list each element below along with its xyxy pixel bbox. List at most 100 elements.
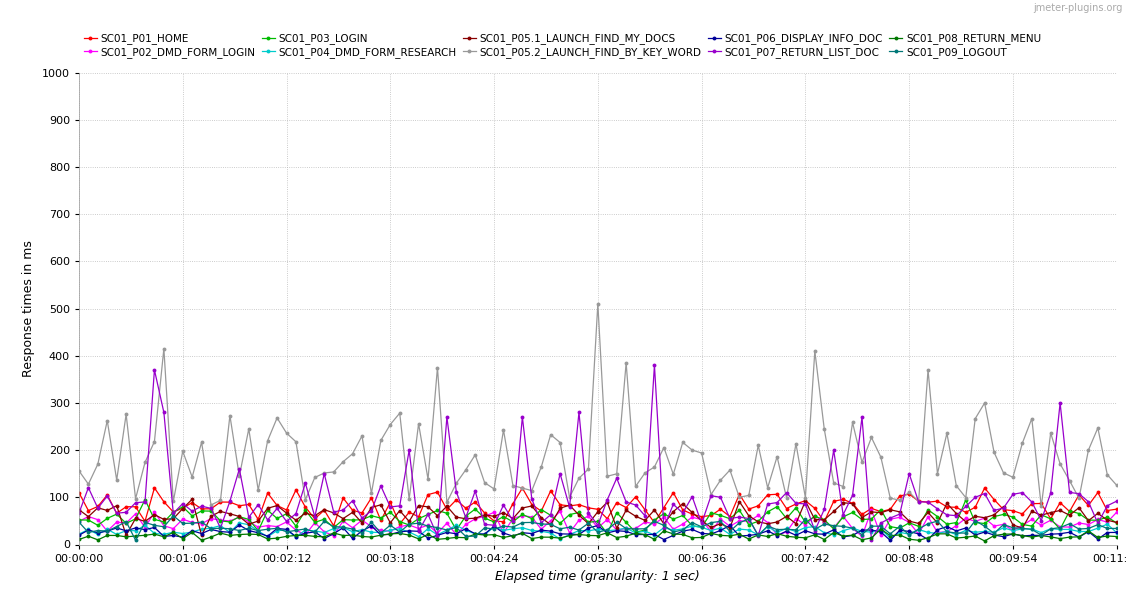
SC01_P03_LOGIN [468,505,482,512]
SC01_P06_DISPLAY_INFO_DOC [468,530,482,537]
SC01_P07_RETURN_LIST_DOC [554,470,567,477]
SC01_P02_DMD_FORM_LOGIN [676,520,689,528]
X-axis label: Elapsed time (granularity: 1 sec): Elapsed time (granularity: 1 sec) [495,571,700,583]
SC01_P06_DISPLAY_INFO_DOC [317,535,331,542]
SC01_P08_RETURN_MENU [676,531,689,538]
Line: SC01_P06_DISPLAY_INFO_DOC: SC01_P06_DISPLAY_INFO_DOC [77,523,1119,543]
SC01_P02_DMD_FORM_LOGIN [308,519,321,526]
SC01_P08_RETURN_MENU [1091,534,1104,541]
SC01_P02_DMD_FORM_LOGIN [459,521,473,528]
SC01_P02_DMD_FORM_LOGIN [336,517,350,525]
SC01_P05.1_LAUNCH_FIND_MY_DOCS [327,509,341,517]
SC01_P09_LOGOUT [72,518,86,526]
SC01_P01_HOME [148,484,161,491]
SC01_P03_LOGIN [600,530,614,537]
Line: SC01_P02_DMD_FORM_LOGIN: SC01_P02_DMD_FORM_LOGIN [77,508,1119,538]
SC01_P07_RETURN_LIST_DOC [336,506,350,514]
SC01_P02_DMD_FORM_LOGIN [554,508,567,515]
SC01_P04_DMD_FORM_RESEARCH [72,531,86,538]
SC01_P05.1_LAUNCH_FIND_MY_DOCS [572,511,585,518]
SC01_P01_HOME [1110,506,1123,513]
SC01_P06_DISPLAY_INFO_DOC [686,526,699,533]
SC01_P04_DMD_FORM_RESEARCH [572,527,585,534]
SC01_P09_LOGOUT [695,523,708,531]
SC01_P03_LOGIN [346,517,360,524]
SC01_P05.1_LAUNCH_FIND_MY_DOCS [695,517,708,524]
SC01_P09_LOGOUT [167,512,180,520]
SC01_P03_LOGIN [72,516,86,523]
SC01_P05.2_LAUNCH_FIND_BY_KEY_WORD [459,466,473,474]
SC01_P01_HOME [317,506,331,514]
SC01_P08_RETURN_MENU [978,537,992,544]
SC01_P04_DMD_FORM_RESEARCH [1110,529,1123,536]
SC01_P04_DMD_FORM_RESEARCH [468,530,482,537]
SC01_P01_HOME [72,489,86,496]
SC01_P03_LOGIN [563,511,576,518]
SC01_P01_HOME [572,501,585,508]
SC01_P01_HOME [327,522,341,529]
Line: SC01_P05.1_LAUNCH_FIND_MY_DOCS: SC01_P05.1_LAUNCH_FIND_MY_DOCS [77,497,1119,537]
Line: SC01_P01_HOME: SC01_P01_HOME [77,486,1119,528]
SC01_P08_RETURN_MENU [1110,533,1123,540]
SC01_P05.2_LAUNCH_FIND_BY_KEY_WORD [336,458,350,465]
SC01_P04_DMD_FORM_RESEARCH [346,528,360,535]
SC01_P08_RETURN_MENU [308,533,321,540]
Line: SC01_P03_LOGIN: SC01_P03_LOGIN [77,498,1119,535]
SC01_P06_DISPLAY_INFO_DOC [1091,535,1104,543]
SC01_P05.2_LAUNCH_FIND_BY_KEY_WORD [1034,503,1048,510]
SC01_P05.1_LAUNCH_FIND_MY_DOCS [1091,509,1104,517]
SC01_P07_RETURN_LIST_DOC [459,514,473,522]
SC01_P08_RETURN_MENU [336,532,350,539]
SC01_P09_LOGOUT [478,524,492,531]
SC01_P04_DMD_FORM_RESEARCH [695,524,708,531]
SC01_P07_RETURN_LIST_DOC [1091,520,1104,527]
SC01_P06_DISPLAY_INFO_DOC [232,522,246,529]
SC01_P07_RETURN_LIST_DOC [865,536,879,543]
SC01_P01_HOME [695,513,708,520]
Line: SC01_P05.2_LAUNCH_FIND_BY_KEY_WORD: SC01_P05.2_LAUNCH_FIND_BY_KEY_WORD [77,302,1119,508]
SC01_P04_DMD_FORM_RESEARCH [554,535,567,543]
SC01_P09_LOGOUT [327,523,341,530]
Line: SC01_P08_RETURN_MENU: SC01_P08_RETURN_MENU [77,527,1119,543]
SC01_P07_RETURN_LIST_DOC [1110,497,1123,505]
Text: jmeter-plugins.org: jmeter-plugins.org [1033,3,1122,13]
SC01_P06_DISPLAY_INFO_DOC [346,535,360,542]
Line: SC01_P04_DMD_FORM_RESEARCH: SC01_P04_DMD_FORM_RESEARCH [77,521,1119,541]
SC01_P01_HOME [355,509,369,517]
SC01_P03_LOGIN [317,515,331,523]
SC01_P02_DMD_FORM_LOGIN [855,533,869,540]
SC01_P08_RETURN_MENU [459,534,473,541]
Y-axis label: Response times in ms: Response times in ms [21,240,35,377]
SC01_P01_HOME [478,509,492,517]
SC01_P06_DISPLAY_INFO_DOC [1110,529,1123,536]
SC01_P05.2_LAUNCH_FIND_BY_KEY_WORD [554,439,567,446]
SC01_P08_RETURN_MENU [554,534,567,541]
SC01_P03_LOGIN [139,496,152,503]
Legend: SC01_P01_HOME, SC01_P02_DMD_FORM_LOGIN, SC01_P03_LOGIN, SC01_P04_DMD_FORM_RESEAR: SC01_P01_HOME, SC01_P02_DMD_FORM_LOGIN, … [85,33,1041,58]
SC01_P02_DMD_FORM_LOGIN [72,518,86,525]
SC01_P05.2_LAUNCH_FIND_BY_KEY_WORD [1110,482,1123,489]
SC01_P05.1_LAUNCH_FIND_MY_DOCS [185,495,199,503]
SC01_P04_DMD_FORM_RESEARCH [232,519,246,526]
SC01_P05.2_LAUNCH_FIND_BY_KEY_WORD [591,300,605,307]
SC01_P07_RETURN_LIST_DOC [686,493,699,500]
SC01_P05.2_LAUNCH_FIND_BY_KEY_WORD [308,474,321,481]
SC01_P05.2_LAUNCH_FIND_BY_KEY_WORD [1091,424,1104,431]
SC01_P05.1_LAUNCH_FIND_MY_DOCS [355,519,369,526]
SC01_P05.1_LAUNCH_FIND_MY_DOCS [72,506,86,514]
Line: SC01_P09_LOGOUT: SC01_P09_LOGOUT [77,514,1119,542]
SC01_P05.2_LAUNCH_FIND_BY_KEY_WORD [72,467,86,474]
SC01_P09_LOGOUT [1091,521,1104,528]
SC01_P05.1_LAUNCH_FIND_MY_DOCS [478,511,492,518]
SC01_P02_DMD_FORM_LOGIN [865,506,879,514]
SC01_P07_RETURN_LIST_DOC [308,513,321,520]
SC01_P03_LOGIN [1110,519,1123,526]
SC01_P09_LOGOUT [1110,525,1123,532]
SC01_P05.2_LAUNCH_FIND_BY_KEY_WORD [686,446,699,454]
Line: SC01_P07_RETURN_LIST_DOC: SC01_P07_RETURN_LIST_DOC [77,363,1119,541]
SC01_P06_DISPLAY_INFO_DOC [563,531,576,538]
SC01_P09_LOGOUT [355,529,369,537]
SC01_P06_DISPLAY_INFO_DOC [883,537,897,544]
SC01_P08_RETURN_MENU [874,526,888,533]
SC01_P05.1_LAUNCH_FIND_MY_DOCS [195,532,209,539]
